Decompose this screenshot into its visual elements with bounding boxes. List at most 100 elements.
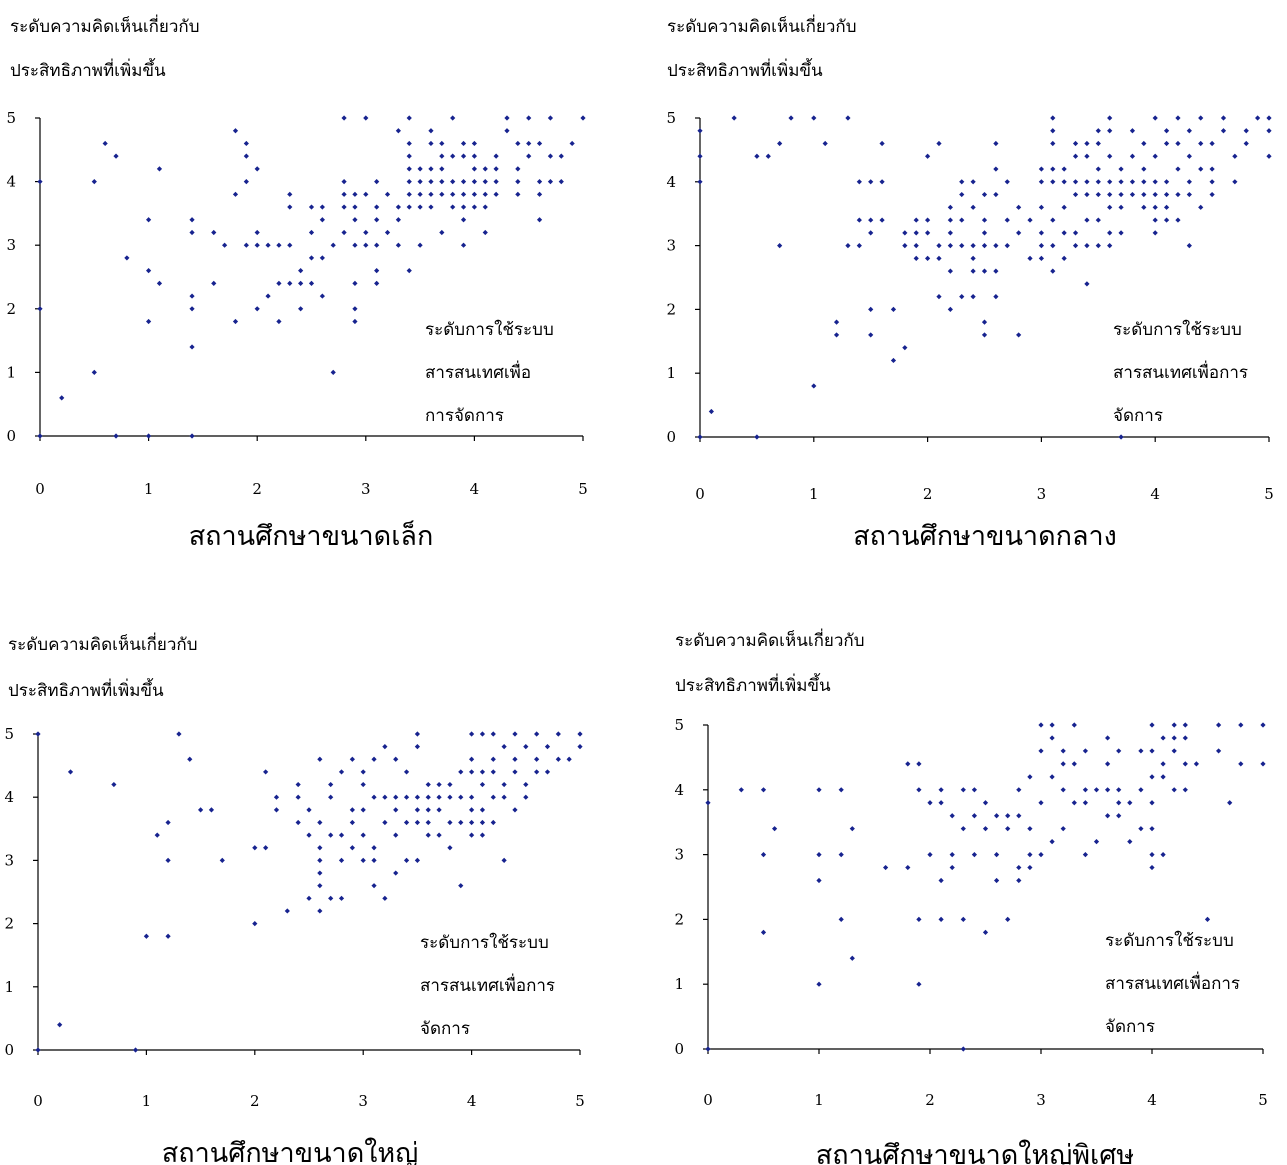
data-point (1160, 852, 1166, 858)
data-point (1149, 826, 1155, 832)
data-point (479, 832, 486, 838)
data-point (811, 383, 817, 389)
data-point (308, 229, 315, 236)
data-point (176, 731, 182, 737)
data-point (1038, 204, 1044, 210)
data-point (254, 306, 260, 312)
data-point (328, 832, 334, 838)
data-point (143, 933, 149, 939)
data-point (959, 294, 965, 300)
chart-title: สถานศึกษาขนาดใหญ่ (162, 1137, 419, 1165)
data-point (1175, 191, 1181, 198)
data-point (868, 332, 874, 338)
x-tick-label: 3 (1036, 1091, 1046, 1109)
y-tick-label: 0 (6, 427, 16, 445)
data-point (59, 395, 65, 401)
data-point (938, 800, 944, 806)
data-point (330, 369, 336, 375)
data-point (276, 318, 282, 325)
data-point (960, 1046, 966, 1052)
y-axis-label: ระดับความคิดเห็นเกี่ยวกับ (675, 628, 865, 651)
data-point (154, 832, 160, 838)
data-point (994, 877, 1000, 884)
data-point (317, 845, 323, 851)
data-point (37, 306, 43, 312)
data-point (382, 895, 388, 901)
data-point (1038, 230, 1044, 236)
data-point (395, 204, 401, 210)
x-tick-label: 2 (925, 1091, 935, 1109)
data-point (971, 813, 977, 819)
data-point (1038, 722, 1044, 728)
data-point (959, 217, 965, 223)
data-point (482, 179, 488, 185)
data-point (1027, 255, 1033, 261)
data-point (960, 787, 966, 793)
data-point (414, 731, 420, 737)
data-point (849, 955, 855, 961)
data-point (879, 217, 885, 223)
data-point (219, 857, 225, 863)
data-point (1149, 774, 1155, 780)
data-point (1152, 115, 1158, 121)
data-point (295, 781, 301, 788)
data-point (1016, 204, 1022, 210)
data-point (916, 761, 922, 767)
y-tick-label: 1 (674, 975, 684, 993)
data-point (1149, 722, 1155, 728)
y-axis-label: ระดับความคิดเห็นเกี่ยวกับ (10, 14, 200, 37)
data-point (198, 807, 204, 813)
data-point (428, 191, 434, 197)
data-point (1171, 787, 1177, 793)
data-point (1266, 128, 1272, 134)
data-point (936, 255, 942, 261)
data-point (838, 852, 844, 858)
y-tick-label: 2 (6, 300, 16, 318)
data-point (338, 895, 345, 901)
data-point (317, 756, 323, 762)
data-point (384, 229, 391, 236)
data-point (1016, 877, 1022, 884)
data-point (482, 204, 488, 210)
data-point (295, 794, 301, 800)
data-point (1127, 800, 1133, 806)
data-point (341, 179, 347, 185)
data-point (1072, 230, 1079, 236)
data-point (338, 769, 345, 775)
data-point (1095, 243, 1101, 249)
data-point (879, 179, 885, 185)
chart-title: สถานศึกษาขนาดใหญ่พิเศษ (816, 1139, 1134, 1165)
data-point (276, 242, 282, 248)
data-point (936, 243, 942, 249)
data-point (1050, 128, 1056, 134)
y-tick-label: 4 (666, 173, 676, 191)
data-point (395, 242, 401, 248)
data-point (460, 153, 467, 159)
data-point (417, 166, 423, 172)
data-point (1209, 140, 1215, 147)
x-tick-label: 0 (35, 480, 45, 498)
data-point (458, 883, 464, 889)
data-point (1095, 140, 1101, 147)
data-point (165, 857, 171, 863)
data-point (569, 140, 575, 147)
data-point (493, 166, 499, 172)
data-point (363, 242, 369, 248)
data-point (526, 115, 532, 121)
data-point (1186, 243, 1192, 249)
y-tick-label: 4 (4, 788, 14, 806)
data-point (439, 153, 445, 159)
data-point (902, 345, 908, 351)
data-point (232, 128, 239, 134)
y-axis-label: ประสิทธิภาพที่เพิ่มขึ้น (675, 673, 831, 696)
data-point (993, 140, 999, 147)
data-point (1138, 787, 1144, 793)
data-point (436, 794, 442, 800)
data-point (1186, 153, 1192, 159)
data-point (393, 794, 399, 800)
data-point (146, 217, 152, 223)
data-point (816, 852, 822, 858)
data-point (156, 166, 163, 172)
data-point (1005, 813, 1011, 819)
data-point (777, 243, 783, 249)
